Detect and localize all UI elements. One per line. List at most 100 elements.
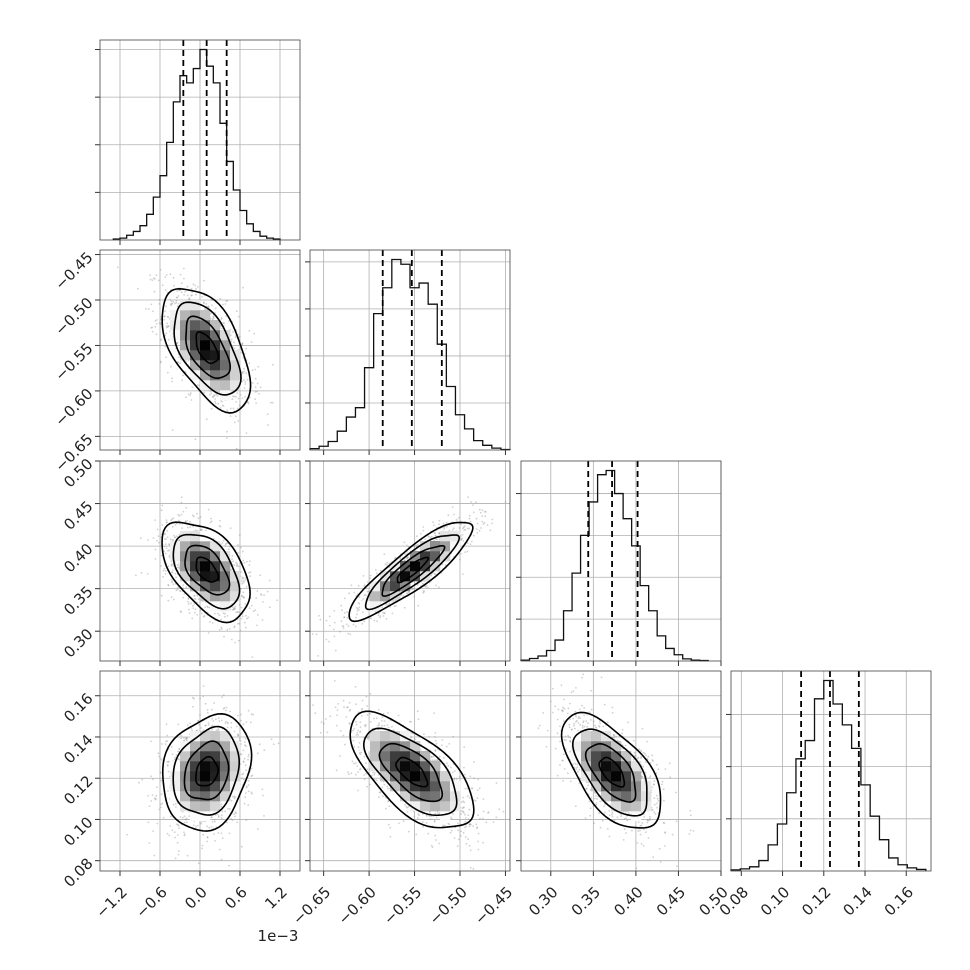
scatter-point xyxy=(152,830,155,832)
density-cell xyxy=(210,561,221,572)
scatter-point xyxy=(183,277,185,280)
scatter-point xyxy=(225,315,227,317)
scatter-point xyxy=(403,559,406,562)
scatter-point xyxy=(236,392,239,394)
scatter-point xyxy=(241,380,243,383)
scatter-point xyxy=(238,404,241,407)
scatter-point xyxy=(175,754,178,757)
scatter-point xyxy=(169,815,172,818)
scatter-point xyxy=(165,570,167,572)
scatter-point xyxy=(227,808,229,810)
scatter-point xyxy=(245,745,247,747)
scatter-point xyxy=(169,825,172,827)
scatter-point xyxy=(178,748,181,750)
scatter-point xyxy=(245,721,248,723)
scatter-point xyxy=(164,310,167,313)
density-cell xyxy=(210,781,221,792)
density-cell xyxy=(230,581,241,592)
scatter-point xyxy=(204,606,207,609)
density-cell xyxy=(220,601,231,612)
scatter-point xyxy=(187,597,190,599)
scatter-point xyxy=(169,538,172,541)
scatter-point xyxy=(150,303,153,306)
scatter-point xyxy=(442,522,445,525)
scatter-point xyxy=(241,371,244,373)
scatter-point xyxy=(170,571,173,574)
density-cell xyxy=(220,791,231,802)
scatter-point xyxy=(186,724,189,727)
scatter-point xyxy=(181,527,184,529)
scatter-point xyxy=(228,832,231,835)
scatter-point xyxy=(232,560,235,563)
scatter-point xyxy=(203,302,205,305)
scatter-point xyxy=(367,581,369,583)
scatter-point xyxy=(161,802,164,805)
scatter-point xyxy=(249,571,252,574)
scatter-point xyxy=(254,390,257,393)
density-cell xyxy=(180,350,191,361)
scatter-point xyxy=(193,594,196,597)
scatter-point xyxy=(156,822,159,825)
scatter-point xyxy=(244,796,247,799)
scatter-point xyxy=(162,569,165,572)
scatter-point xyxy=(367,590,370,593)
scatter-point xyxy=(229,415,232,417)
scatter-point xyxy=(244,395,246,398)
scatter-point xyxy=(240,713,243,716)
density-cell xyxy=(220,360,231,371)
scatter-point xyxy=(249,396,251,399)
scatter-point xyxy=(403,606,406,609)
scatter-point xyxy=(208,606,211,609)
density-cell xyxy=(190,370,201,381)
scatter-point xyxy=(182,816,184,819)
density-cell xyxy=(190,751,201,762)
scatter-point xyxy=(220,832,223,835)
density-cell xyxy=(180,340,191,351)
scatter-point xyxy=(262,794,264,797)
scatter-point xyxy=(247,784,250,786)
density-cell xyxy=(200,561,211,572)
scatter-point xyxy=(163,538,166,540)
scatter-point xyxy=(394,556,397,559)
scatter-point xyxy=(178,289,181,292)
scatter-point xyxy=(221,542,224,544)
scatter-point xyxy=(334,649,337,652)
scatter-point xyxy=(171,518,174,520)
scatter-point xyxy=(180,291,183,294)
scatter-point xyxy=(240,571,242,573)
scatter-point xyxy=(357,746,360,749)
density-cell xyxy=(210,370,221,381)
scatter-point xyxy=(472,504,474,506)
scatter-point xyxy=(225,821,228,824)
scatter-point xyxy=(458,527,461,529)
scatter-point xyxy=(191,386,194,388)
density-cell xyxy=(170,330,181,341)
scatter-point xyxy=(218,848,221,851)
scatter-point xyxy=(152,778,154,781)
scatter-point xyxy=(228,628,231,630)
scatter-point xyxy=(461,534,464,536)
scatter-point xyxy=(172,583,175,586)
scatter-point xyxy=(263,815,265,817)
scatter-point xyxy=(271,363,274,366)
density-cell xyxy=(190,581,201,592)
scatter-point xyxy=(434,573,437,576)
scatter-point xyxy=(210,826,213,828)
scatter-point xyxy=(167,543,170,546)
scatter-point xyxy=(201,612,203,615)
scatter-point xyxy=(317,654,320,657)
scatter-point xyxy=(185,737,188,739)
density-cell xyxy=(220,350,231,361)
scatter-point xyxy=(160,594,163,597)
scatter-point xyxy=(417,718,420,721)
scatter-point xyxy=(167,338,170,341)
scatter-point xyxy=(257,828,259,830)
scatter-point xyxy=(241,342,244,345)
scatter-point xyxy=(147,794,150,797)
scatter-point xyxy=(170,563,173,566)
scatter-point xyxy=(167,325,170,327)
scatter-point xyxy=(230,340,233,343)
contour-level-1 xyxy=(381,544,446,597)
scatter-point xyxy=(218,525,221,527)
scatter-point xyxy=(468,825,471,828)
